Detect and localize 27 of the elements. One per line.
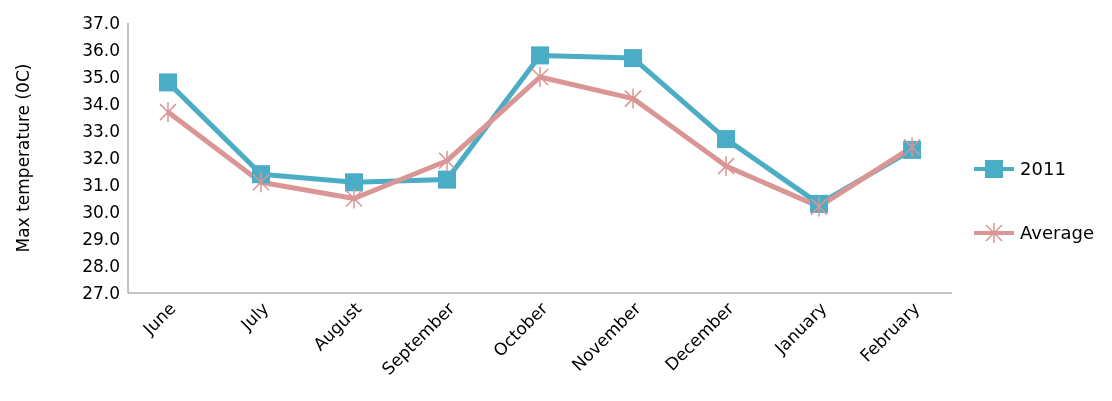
y-tick-label: 33.0	[82, 121, 120, 142]
y-tick-label: 27.0	[82, 283, 120, 304]
point	[624, 87, 642, 110]
point	[810, 195, 828, 218]
point	[159, 101, 177, 123]
y-tick-label: 30.0	[82, 202, 120, 223]
point	[252, 171, 270, 194]
y-tick-label: 34.0	[82, 94, 120, 115]
point	[345, 187, 363, 210]
y-tick-label: 32.0	[82, 148, 120, 169]
point	[438, 149, 456, 172]
point	[903, 136, 921, 158]
point	[624, 49, 643, 68]
y-tick-label: 28.0	[82, 256, 120, 277]
legend-label: 2011	[1020, 158, 1066, 179]
y-axis-title: Max temperature (0C)	[13, 63, 34, 253]
point	[159, 73, 177, 92]
legend-label: Average	[1020, 222, 1094, 243]
y-tick-label: 37.0	[82, 13, 120, 34]
y-tick-label: 36.0	[82, 40, 120, 61]
y-tick-label: 29.0	[82, 229, 120, 250]
point	[438, 170, 457, 189]
point	[717, 130, 736, 149]
y-tick-label: 31.0	[82, 175, 120, 196]
point	[531, 46, 550, 65]
point	[345, 173, 364, 192]
y-tick-label: 35.0	[82, 67, 120, 88]
